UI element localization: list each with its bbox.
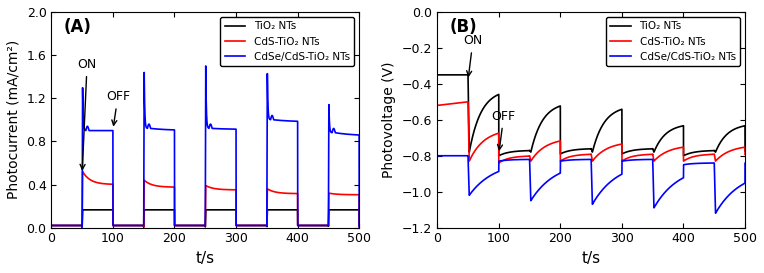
CdSe/CdS-TiO₂ NTs (615, 174, 624, 177)
CdS-TiO₂ NTs (78, 225, 87, 229)
Line: CdSe/CdS-TiO₂ NTs: CdSe/CdS-TiO₂ NTs (437, 156, 745, 213)
Y-axis label: Photovoltage (V): Photovoltage (V) (382, 61, 397, 178)
CdSe/CdS-TiO₂ NTs (242, 224, 251, 227)
CdSe/CdS-TiO₂ NTs (740, 162, 749, 165)
X-axis label: t/s: t/s (196, 251, 215, 266)
TiO₂ NTs (448, 73, 458, 76)
TiO₂ NTs (229, 208, 238, 212)
CdS-TiO₂ NTs (242, 224, 251, 227)
CdS-TiO₂ NTs (229, 188, 238, 191)
Legend: TiO₂ NTs, CdS-TiO₂ NTs, CdSe/CdS-TiO₂ NTs: TiO₂ NTs, CdS-TiO₂ NTs, CdSe/CdS-TiO₂ NT… (606, 17, 740, 66)
Text: (B): (B) (449, 18, 478, 36)
TiO₂ NTs (158, 208, 167, 212)
CdSe/CdS-TiO₂ NTs (677, 177, 686, 180)
X-axis label: t/s: t/s (581, 251, 601, 266)
CdSe/CdS-TiO₂ NTs (201, 64, 210, 68)
CdSe/CdS-TiO₂ NTs (275, 119, 284, 122)
Text: ON: ON (463, 34, 483, 76)
TiO₂ NTs (242, 224, 251, 227)
CdSe/CdS-TiO₂ NTs (432, 154, 442, 157)
Text: (A): (A) (63, 18, 92, 36)
CdS-TiO₂ NTs (494, 161, 503, 165)
CdS-TiO₂ NTs (448, 102, 458, 105)
CdS-TiO₂ NTs (354, 225, 364, 228)
CdSe/CdS-TiO₂ NTs (62, 224, 71, 227)
TiO₂ NTs (47, 224, 56, 227)
Text: ON: ON (77, 58, 97, 169)
TiO₂ NTs (432, 73, 442, 76)
CdS-TiO₂ NTs (740, 153, 749, 156)
Line: TiO₂ NTs: TiO₂ NTs (437, 75, 745, 156)
CdS-TiO₂ NTs (464, 100, 473, 103)
CdSe/CdS-TiO₂ NTs (291, 120, 300, 123)
CdSe/CdS-TiO₂ NTs (544, 179, 553, 182)
CdS-TiO₂ NTs (47, 224, 56, 227)
Text: OFF: OFF (492, 110, 516, 150)
CdS-TiO₂ NTs (544, 143, 553, 146)
TiO₂ NTs (78, 208, 87, 212)
CdS-TiO₂ NTs (292, 192, 301, 195)
TiO₂ NTs (62, 224, 71, 227)
Line: CdS-TiO₂ NTs: CdS-TiO₂ NTs (51, 171, 359, 227)
TiO₂ NTs (628, 149, 637, 152)
CdS-TiO₂ NTs (275, 191, 284, 194)
CdSe/CdS-TiO₂ NTs (158, 128, 167, 131)
TiO₂ NTs (661, 133, 670, 136)
TiO₂ NTs (292, 208, 301, 212)
TiO₂ NTs (78, 226, 87, 229)
CdS-TiO₂ NTs (615, 143, 624, 146)
CdSe/CdS-TiO₂ NTs (47, 224, 56, 227)
CdSe/CdS-TiO₂ NTs (229, 127, 238, 131)
TiO₂ NTs (494, 154, 503, 157)
CdS-TiO₂ NTs (628, 155, 637, 158)
Line: TiO₂ NTs: TiO₂ NTs (51, 210, 359, 227)
TiO₂ NTs (275, 208, 284, 212)
CdS-TiO₂ NTs (62, 224, 71, 227)
CdSe/CdS-TiO₂ NTs (448, 154, 458, 157)
Text: OFF: OFF (105, 90, 130, 125)
TiO₂ NTs (678, 124, 687, 128)
CdS-TiO₂ NTs (432, 104, 442, 107)
Line: CdS-TiO₂ NTs: CdS-TiO₂ NTs (437, 102, 745, 163)
Line: CdSe/CdS-TiO₂ NTs: CdSe/CdS-TiO₂ NTs (51, 66, 359, 227)
TiO₂ NTs (544, 111, 553, 114)
CdSe/CdS-TiO₂ NTs (628, 158, 637, 162)
CdSe/CdS-TiO₂ NTs (711, 212, 720, 215)
CdS-TiO₂ NTs (78, 170, 87, 173)
Legend: TiO₂ NTs, CdS-TiO₂ NTs, CdSe/CdS-TiO₂ NTs: TiO₂ NTs, CdS-TiO₂ NTs, CdSe/CdS-TiO₂ NT… (220, 17, 354, 66)
Y-axis label: Photocurrent (mA/cm²): Photocurrent (mA/cm²) (7, 40, 21, 199)
CdS-TiO₂ NTs (661, 151, 670, 154)
TiO₂ NTs (615, 109, 624, 112)
CdSe/CdS-TiO₂ NTs (354, 225, 364, 228)
CdS-TiO₂ NTs (678, 146, 687, 149)
CdS-TiO₂ NTs (158, 185, 167, 188)
TiO₂ NTs (354, 225, 364, 228)
CdSe/CdS-TiO₂ NTs (661, 190, 670, 193)
TiO₂ NTs (740, 149, 749, 152)
